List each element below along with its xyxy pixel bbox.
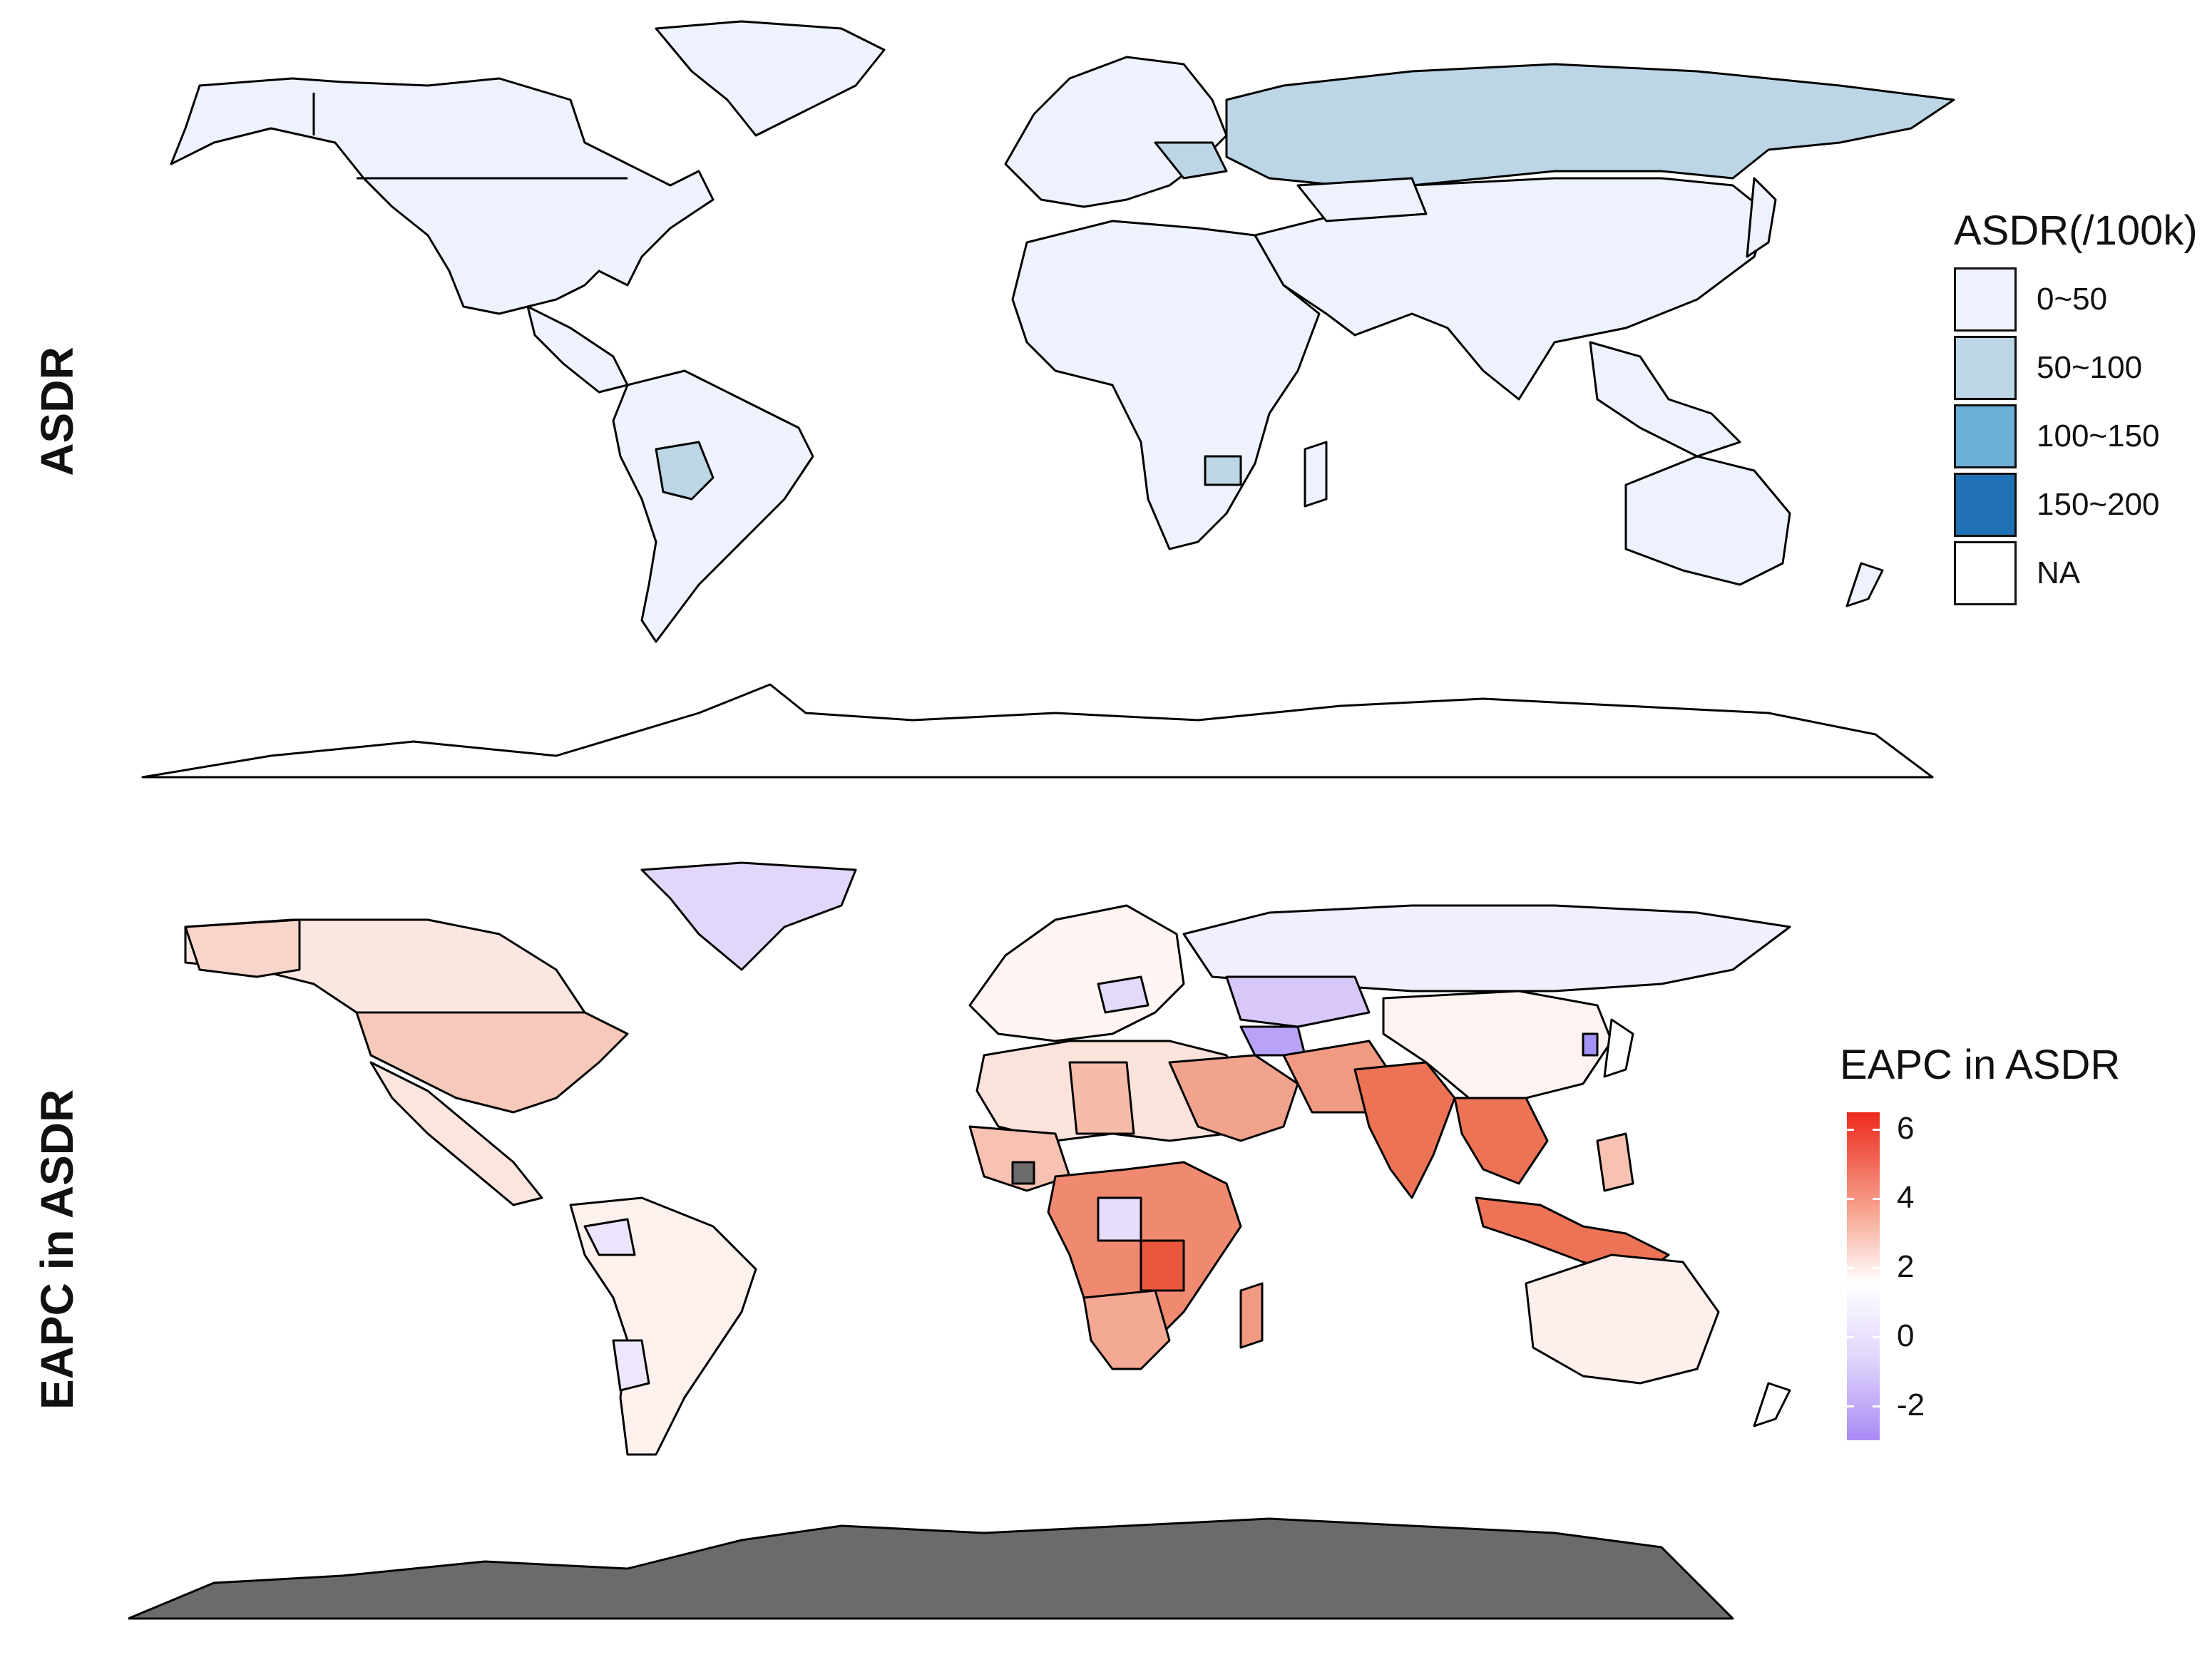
- asdr-legend-key: [1954, 267, 2017, 332]
- eapc-tick-mark: [1873, 1266, 1880, 1269]
- eapc-tick-mark: [1847, 1405, 1854, 1407]
- asdr-greenland: [655, 20, 886, 137]
- asdr-legend-key: [1954, 336, 2017, 400]
- eapc-colorbar: [1847, 1112, 1880, 1440]
- eapc-tick-mark: [1847, 1335, 1854, 1338]
- asdr-legend-title: ASDR(/100k): [1954, 207, 2198, 254]
- eapc-tick-label: -2: [1897, 1387, 1925, 1422]
- asdr-row-label: ASDR: [31, 347, 83, 476]
- eapc-tick-mark: [1873, 1129, 1880, 1132]
- asdr-australia: [1624, 455, 1791, 586]
- asdr-south-america: [612, 369, 814, 643]
- asdr-legend-key: [1954, 541, 2017, 605]
- eapc-legend-title: EAPC in ASDR: [1840, 1042, 2121, 1088]
- asdr-legend-key: [1954, 404, 2017, 468]
- asdr-russia: [1225, 63, 1955, 187]
- eapc-tick-mark: [1847, 1266, 1854, 1269]
- asdr-bolivia: [655, 441, 715, 501]
- asdr-antarctica: [141, 683, 1934, 779]
- eapc-antarctica: [128, 1517, 1734, 1620]
- eapc-world-map: [128, 861, 1791, 1620]
- asdr-legend-key: [1954, 473, 2017, 537]
- asdr-legend-label: 0~50: [2037, 282, 2108, 317]
- asdr-north-america: [170, 77, 715, 315]
- asdr-africa: [1011, 220, 1321, 550]
- eapc-tick-label: 2: [1897, 1248, 1915, 1284]
- eapc-tick-mark: [1873, 1405, 1880, 1407]
- asdr-legend-label: 100~150: [2037, 419, 2160, 453]
- asdr-europe: [1004, 56, 1228, 208]
- eapc-tick-label: 4: [1897, 1180, 1915, 1216]
- asdr-central-america: [526, 305, 629, 394]
- asdr-panel: ASDR: [0, 0, 2212, 806]
- asdr-legend-label: 150~200: [2037, 487, 2160, 522]
- eapc-panel: EAPC in ASDR: [0, 827, 2212, 1667]
- eapc-tick-label: 0: [1897, 1318, 1915, 1353]
- eapc-tick-label: 6: [1897, 1111, 1915, 1147]
- eapc-tick-mark: [1847, 1129, 1854, 1132]
- asdr-world-map: [141, 20, 1955, 779]
- eapc-tick-mark: [1847, 1198, 1854, 1201]
- eapc-row-label: EAPC in ASDR: [31, 1089, 83, 1410]
- asdr-asia: [1254, 177, 1770, 401]
- asdr-legend-label: 50~100: [2037, 350, 2143, 385]
- eapc-tick-mark: [1873, 1335, 1880, 1338]
- asdr-legend-label: NA: [2037, 555, 2081, 590]
- eapc-tick-mark: [1873, 1198, 1880, 1201]
